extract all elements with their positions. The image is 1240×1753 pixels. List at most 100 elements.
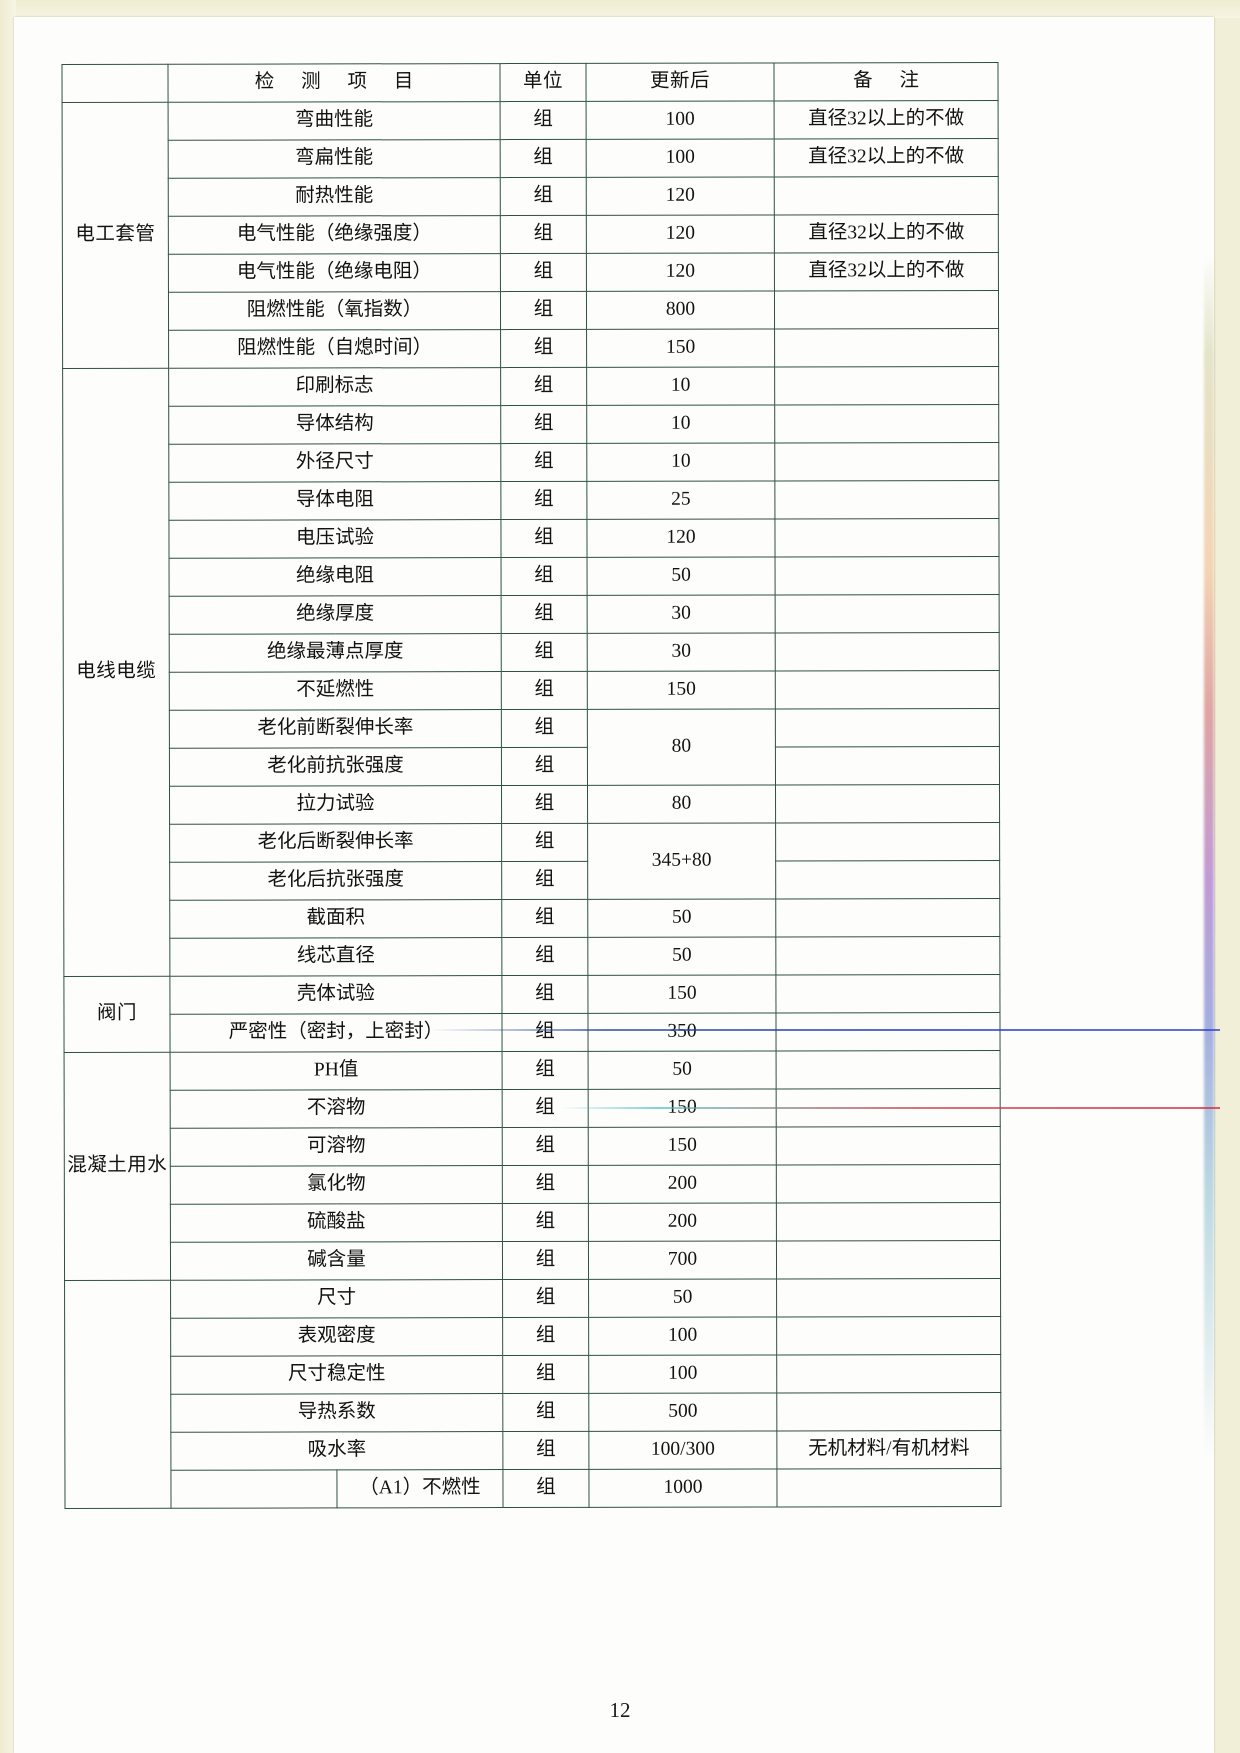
unit-cell: 组 <box>501 861 588 900</box>
remark-cell <box>775 1012 1001 1051</box>
value-cell: 120 <box>586 176 775 216</box>
remark-cell <box>774 366 999 405</box>
scan-color-fringe <box>1204 257 1214 1457</box>
table-row: 电压试验组 120 <box>63 518 1000 559</box>
item-cell: PH值 <box>170 1051 503 1091</box>
item-cell: 尺寸 <box>170 1279 503 1319</box>
item-cell: 阻燃性能（自熄时间） <box>168 329 501 369</box>
item-cell: 老化后断裂伸长率 <box>169 823 502 863</box>
value-cell: 150 <box>587 974 776 1014</box>
unit-cell: 组 <box>500 443 587 482</box>
unit-cell: 组 <box>502 1279 589 1318</box>
value-cell: 150 <box>587 670 776 710</box>
unit-cell: 组 <box>500 481 587 520</box>
table-row: 拉力试验组 80 <box>64 784 1000 825</box>
table-row: 耐热性能组 120 <box>62 176 999 217</box>
value-cell: 50 <box>588 1278 777 1318</box>
remark-cell <box>776 1316 1001 1355</box>
unit-cell: 组 <box>501 709 588 748</box>
item-cell: 表观密度 <box>170 1317 503 1357</box>
item-cell: 电气性能（绝缘强度） <box>168 215 501 255</box>
table-row: 表观密度组 100 <box>65 1316 1001 1357</box>
value-cell: 50 <box>587 898 776 938</box>
value-cell: 50 <box>587 936 776 976</box>
item-cell: 可溶物 <box>170 1127 503 1167</box>
table-row: 吸水率组 100/300 无机材料/有机材料 <box>65 1430 1001 1471</box>
item-cell: 壳体试验 <box>169 975 502 1015</box>
value-cell: 500 <box>588 1392 777 1432</box>
unit-cell: 组 <box>501 785 588 824</box>
unit-cell: 组 <box>501 937 588 976</box>
remark-cell <box>775 594 1000 633</box>
table-row: 阻燃性能（氧指数）组 800 <box>62 290 999 331</box>
item-cell: 老化前断裂伸长率 <box>169 709 502 749</box>
value-cell: 150 <box>588 1088 777 1128</box>
item-cell: 不延燃性 <box>169 671 502 711</box>
item-cell: 吸水率 <box>170 1431 503 1471</box>
unit-cell: 组 <box>502 1393 589 1432</box>
item-cell: 截面积 <box>169 899 502 939</box>
table-row: 可溶物组 150 <box>64 1126 1001 1167</box>
remark-cell <box>774 290 999 329</box>
value-cell: 10 <box>586 404 775 444</box>
table-row: 严密性（密封，上密封）组 350 <box>64 1012 1001 1053</box>
remark-cell <box>775 898 1000 937</box>
table-row: 不溶物组 150 <box>64 1088 1001 1129</box>
unit-cell: 组 <box>502 1165 589 1204</box>
item-cell: 阻燃性能（氧指数） <box>168 291 501 331</box>
table-row: 老化前断裂伸长率组 80 <box>63 708 1000 786</box>
table-row: 不延燃性组 150 <box>63 670 1000 711</box>
remark-cell <box>775 936 1000 975</box>
table-row: 老化前抗张强度组 <box>63 746 1000 787</box>
value-cell: 30 <box>587 632 776 672</box>
table-row: 线芯直径组 50 <box>64 936 1000 977</box>
unit-cell: 组 <box>502 1089 589 1128</box>
remark-cell <box>776 1164 1001 1203</box>
value-cell: 25 <box>586 480 775 520</box>
item-cell: 导热系数 <box>170 1393 503 1433</box>
value-cell: 100 <box>588 1354 777 1394</box>
header-value: 更新后 <box>585 62 775 102</box>
item-cell: 尺寸稳定性 <box>170 1355 503 1395</box>
value-cell: 150 <box>588 1126 777 1166</box>
item-cell: 严密性（密封，上密封） <box>169 1013 503 1053</box>
value-cell: 1000 <box>588 1468 778 1508</box>
table-row: 绝缘电阻组 50 <box>63 556 1000 597</box>
remark-cell <box>776 1202 1001 1241</box>
item-cell: 导体结构 <box>168 405 501 445</box>
unit-cell: 组 <box>500 329 587 368</box>
table-row: 阻燃性能（自熄时间）组 150 <box>63 328 999 369</box>
item-cell: 弯扁性能 <box>168 139 501 179</box>
remark-cell <box>775 632 1000 671</box>
item-cell: 拉力试验 <box>169 785 502 825</box>
remark-cell <box>776 1126 1001 1165</box>
value-cell: 120 <box>586 518 776 558</box>
remark-cell <box>774 442 999 481</box>
remark-cell <box>775 784 1000 823</box>
remark-cell <box>776 1354 1001 1393</box>
table-row: 老化后抗张强度组 <box>64 860 1000 901</box>
unit-cell: 组 <box>500 405 587 444</box>
value-cell: 80 <box>587 708 776 786</box>
page-number: 12 <box>609 1698 631 1722</box>
unit-cell: 组 <box>502 1469 590 1508</box>
remark-cell <box>776 1088 1001 1127</box>
value-cell: 700 <box>588 1240 777 1280</box>
category-cell: 混凝土用水 <box>64 1052 171 1281</box>
item-cell: 电气性能（绝缘电阻） <box>168 253 501 293</box>
value-cell: 100 <box>586 138 775 178</box>
table-row: 弯扁性能组 100 直径32以上的不做 <box>62 138 999 179</box>
value-cell: 800 <box>586 290 775 330</box>
value-cell: 150 <box>586 328 775 368</box>
remark-cell: 直径32以上的不做 <box>774 214 999 253</box>
remark-cell <box>775 746 1000 785</box>
unit-cell: 组 <box>501 747 588 786</box>
table-row: 电线电缆 印刷标志组 10 <box>62 366 999 977</box>
table-row: 电气性能（绝缘电阻）组 120 直径32以上的不做 <box>62 252 999 293</box>
table-row: 电工套管 弯曲性能组 100 直径32以上的不做 <box>62 100 999 369</box>
value-cell: 50 <box>588 1050 777 1090</box>
unit-cell: 组 <box>500 215 587 254</box>
header-remark: 备 注 <box>773 62 999 101</box>
category-cell: 电工套管 <box>62 102 169 369</box>
unit-cell: 组 <box>500 253 587 292</box>
